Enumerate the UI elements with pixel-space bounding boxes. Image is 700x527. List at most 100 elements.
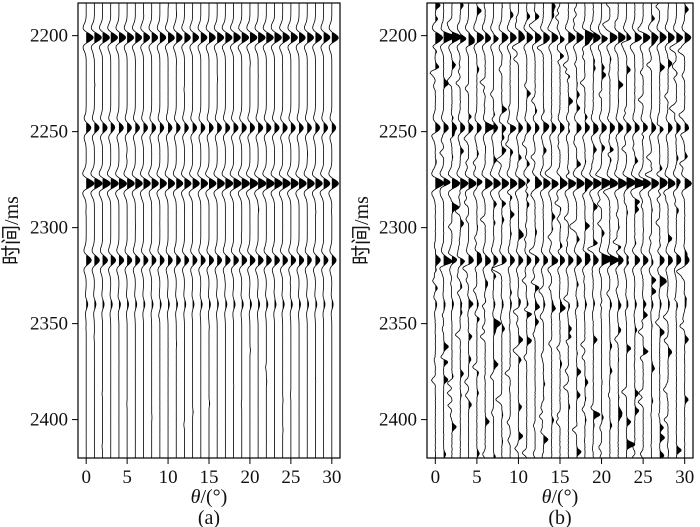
- trace-26: [295, 3, 307, 458]
- trace-12: [181, 3, 192, 458]
- trace-19: [237, 3, 250, 458]
- trace-6: [131, 3, 143, 458]
- trace-2: [98, 3, 111, 458]
- trace-fill-19: [241, 3, 250, 458]
- trace-25: [287, 3, 299, 458]
- x-tick-label-30: 30: [322, 467, 341, 488]
- trace-fill-10: [168, 3, 175, 458]
- trace-fill-24: [634, 5, 646, 455]
- trace-16: [562, 3, 577, 458]
- x-tick-label-25: 25: [634, 467, 653, 488]
- trace-12: [528, 3, 543, 458]
- trace-14: [197, 3, 209, 458]
- trace-fill-23: [274, 3, 283, 458]
- x-tick-label-15: 15: [200, 467, 219, 488]
- y-axis-label: 时间/ms: [350, 196, 373, 265]
- trace-4: [462, 3, 477, 458]
- x-axis-symbol: θ: [542, 486, 552, 508]
- trace-29: [669, 3, 684, 458]
- trace-1: [90, 3, 103, 458]
- trace-9: [504, 3, 518, 458]
- trace-1: [439, 3, 456, 458]
- trace-fill-26: [651, 3, 659, 458]
- trace-fill-30: [684, 3, 692, 458]
- trace-fill-1: [443, 3, 455, 458]
- trace-fill-17: [576, 3, 585, 458]
- x-tick-label-15: 15: [551, 467, 570, 488]
- trace-8: [148, 3, 159, 458]
- trace-20: [595, 3, 613, 458]
- trace-fill-16: [217, 5, 225, 457]
- y-tick-label-2400: 2400: [30, 410, 68, 431]
- trace-fill-3: [460, 3, 469, 458]
- trace-13: [188, 3, 200, 458]
- trace-fill-27: [307, 5, 315, 458]
- trace-22: [612, 3, 627, 458]
- trace-fill-14: [200, 3, 208, 457]
- trace-9: [156, 3, 167, 458]
- x-axis-unit: /(°): [551, 486, 578, 508]
- trace-29: [319, 3, 331, 458]
- trace-25: [637, 3, 651, 458]
- trace-28: [662, 3, 676, 458]
- trace-fill-8: [501, 3, 509, 458]
- trace-24: [278, 3, 291, 458]
- trace-fill-26: [299, 3, 307, 458]
- trace-22: [262, 3, 275, 458]
- trace-fill-25: [290, 3, 299, 458]
- trace-fill-28: [315, 3, 323, 458]
- trace-fill-5: [127, 6, 135, 458]
- y-tick-label-2250: 2250: [30, 122, 68, 143]
- traces: [429, 3, 692, 458]
- trace-fill-21: [258, 3, 266, 458]
- trace-14: [544, 3, 559, 458]
- trace-2: [446, 3, 462, 458]
- trace-3: [106, 3, 119, 458]
- trace-fill-29: [676, 3, 683, 458]
- trace-3: [455, 3, 469, 458]
- trace-fill-8: [151, 3, 159, 457]
- x-tick-label-30: 30: [675, 467, 694, 488]
- x-tick-label-5: 5: [122, 467, 132, 488]
- trace-0: [82, 3, 95, 458]
- x-tick-label-25: 25: [281, 467, 300, 488]
- y-tick-label-2200: 2200: [30, 26, 68, 47]
- trace-21: [602, 3, 620, 458]
- y-axis-label: 时间/ms: [0, 196, 23, 265]
- trace-23: [270, 3, 283, 458]
- trace-fill-29: [323, 3, 330, 458]
- trace-4: [115, 3, 127, 458]
- trace-fill-18: [584, 6, 594, 457]
- trace-fill-5: [476, 3, 484, 458]
- trace-11: [172, 3, 184, 458]
- trace-27: [655, 3, 668, 458]
- trace-fill-3: [110, 3, 119, 458]
- trace-26: [644, 3, 659, 458]
- trace-15: [205, 3, 217, 458]
- trace-fill-28: [668, 3, 675, 458]
- x-axis-symbol: θ: [191, 486, 201, 508]
- trace-fill-4: [118, 3, 127, 458]
- trace-fill-22: [266, 3, 275, 458]
- trace-fill-15: [209, 3, 217, 457]
- trace-16: [213, 3, 225, 458]
- trace-6: [479, 3, 496, 458]
- trace-10: [164, 3, 176, 458]
- trace-fill-22: [618, 3, 627, 458]
- trace-fill-10: [518, 3, 526, 458]
- trace-fill-30: [331, 3, 339, 458]
- traces: [82, 3, 339, 458]
- trace-18: [580, 3, 594, 458]
- trace-5: [123, 3, 135, 458]
- x-axis-label: θ/(°): [191, 486, 228, 508]
- trace-17: [221, 3, 234, 458]
- trace-11: [521, 3, 534, 458]
- trace-19: [587, 3, 602, 458]
- panel-b: 2200 2250 2300 2350 2400 0 5 10 15 20 25 30 时间/ms θ/(…: [350, 2, 694, 527]
- trace-fill-18: [233, 4, 242, 456]
- x-tick-label-5: 5: [472, 467, 482, 488]
- trace-30: [676, 3, 692, 458]
- trace-fill-11: [526, 3, 533, 445]
- trace-10: [511, 3, 526, 458]
